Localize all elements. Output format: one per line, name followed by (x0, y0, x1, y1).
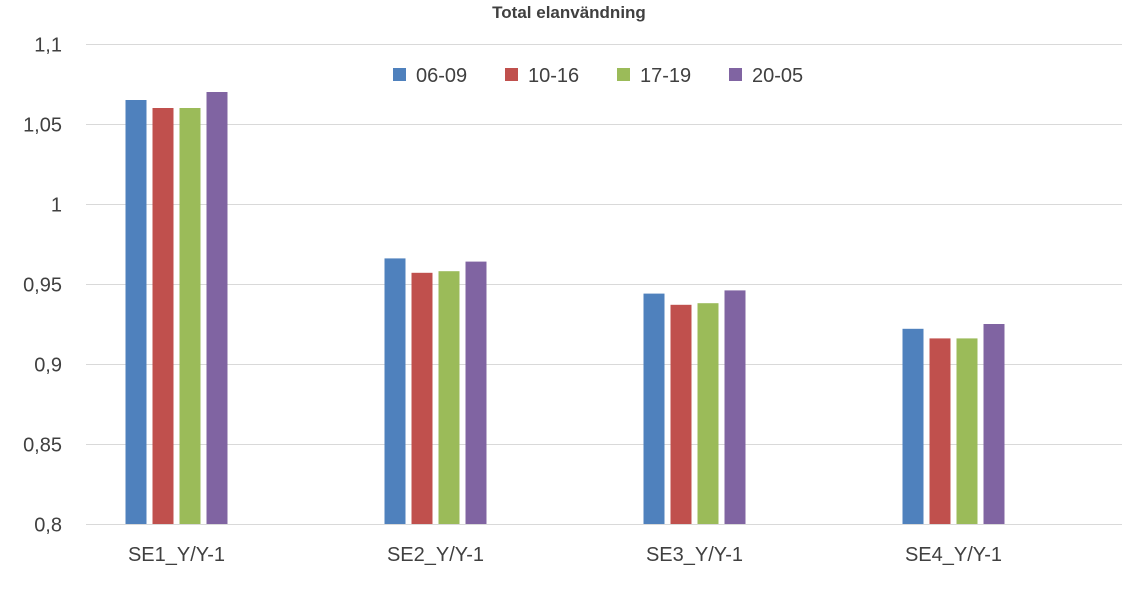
legend-swatch (505, 68, 518, 81)
bar (206, 92, 228, 524)
bar (465, 261, 487, 524)
y-tick-label: 0,8 (34, 515, 62, 537)
x-axis-category-labels: SE1_Y/Y-1 SE2_Y/Y-1 SE3_Y/Y-1 SE4_Y/Y-1 (128, 544, 1002, 566)
bar (125, 100, 147, 524)
bar (929, 338, 951, 524)
y-tick-label: 0,85 (23, 435, 62, 457)
bar (724, 290, 746, 524)
y-tick-label: 1,05 (23, 115, 62, 137)
bar (384, 258, 406, 524)
bar (902, 328, 924, 524)
bar (411, 272, 433, 524)
legend-swatch (729, 68, 742, 81)
x-category-label: SE1_Y/Y-1 (128, 544, 225, 566)
bar (956, 338, 978, 524)
gridlines (86, 44, 1122, 525)
y-tick-label: 1 (51, 195, 62, 217)
bar (643, 293, 665, 524)
legend-swatch (393, 68, 406, 81)
chart-title: Total elanvändning (492, 3, 646, 22)
legend-label: 17-19 (640, 65, 691, 87)
bar (983, 324, 1005, 524)
x-category-label: SE2_Y/Y-1 (387, 544, 484, 566)
y-tick-label: 1,1 (34, 35, 62, 57)
bar (697, 303, 719, 524)
y-tick-label: 0,95 (23, 275, 62, 297)
legend: 06-09 10-16 17-19 20-05 (393, 65, 803, 87)
legend-label: 06-09 (416, 65, 467, 87)
y-tick-label: 0,9 (34, 355, 62, 377)
x-category-label: SE3_Y/Y-1 (646, 544, 743, 566)
bars (125, 92, 1005, 524)
bar (438, 271, 460, 524)
y-axis-tick-labels: 0,8 0,85 0,9 0,95 1 1,05 1,1 (23, 35, 62, 537)
bar (152, 108, 174, 524)
legend-label: 20-05 (752, 65, 803, 87)
bar (670, 304, 692, 524)
legend-swatch (617, 68, 630, 81)
bar (179, 108, 201, 524)
legend-label: 10-16 (528, 65, 579, 87)
x-category-label: SE4_Y/Y-1 (905, 544, 1002, 566)
